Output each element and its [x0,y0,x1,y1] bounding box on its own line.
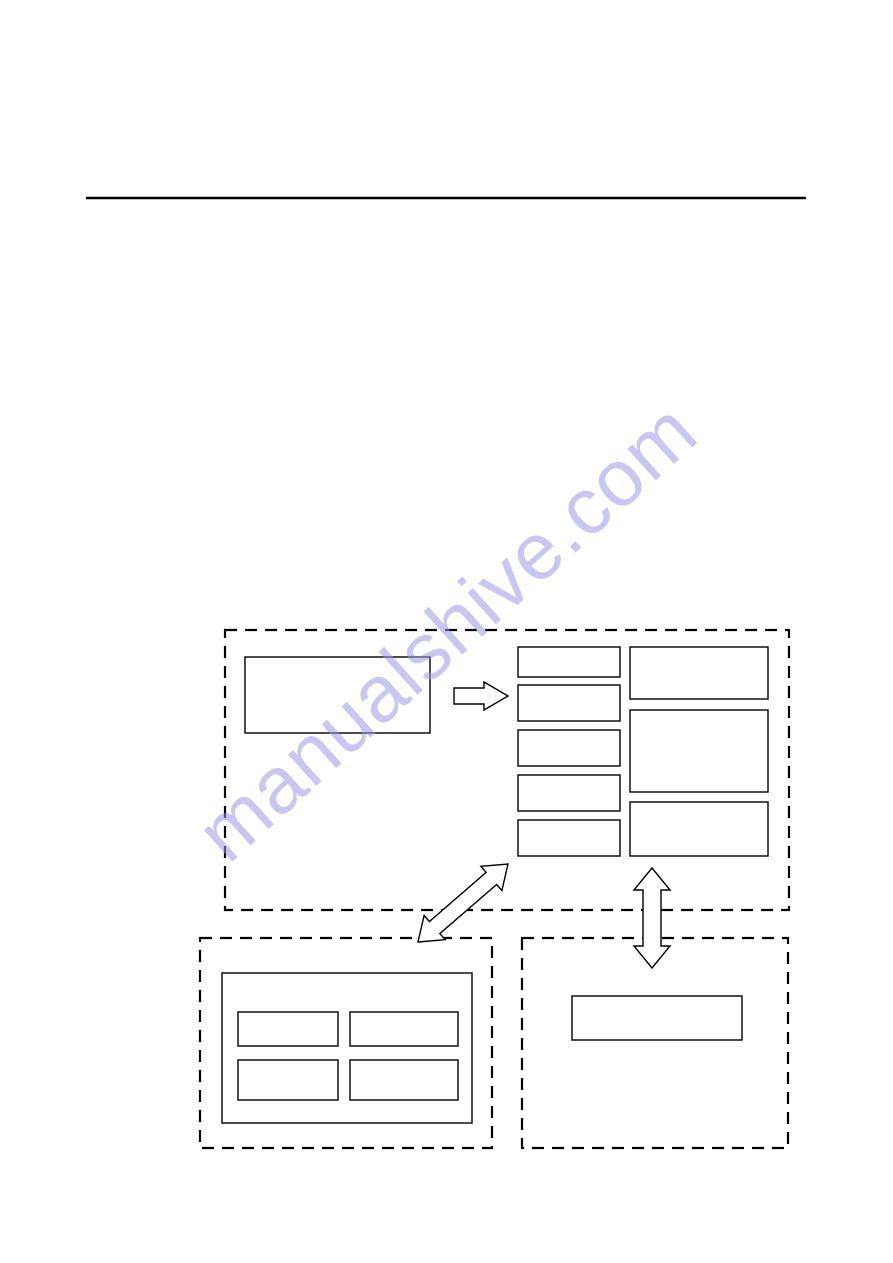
bottom-right-group-frame [522,938,788,1148]
bl-3 [238,1060,338,1100]
tr-7 [518,820,620,856]
arrow-diag [418,864,508,942]
arrow-vert [634,868,670,968]
br-1 [572,996,742,1040]
tr-5 [630,710,768,792]
tr-6 [518,775,620,811]
bl-1 [238,1012,338,1046]
tr-8 [630,802,768,856]
bl-4 [350,1060,458,1100]
diagram-canvas [0,0,893,1263]
arrow-right [454,682,508,710]
tr-1 [518,647,620,677]
tr-4 [518,730,620,766]
top-left-box [245,657,430,733]
bl-2 [350,1012,458,1046]
tr-3 [518,685,620,721]
tr-2 [630,647,768,699]
bottom-left-group-frame [200,938,492,1148]
